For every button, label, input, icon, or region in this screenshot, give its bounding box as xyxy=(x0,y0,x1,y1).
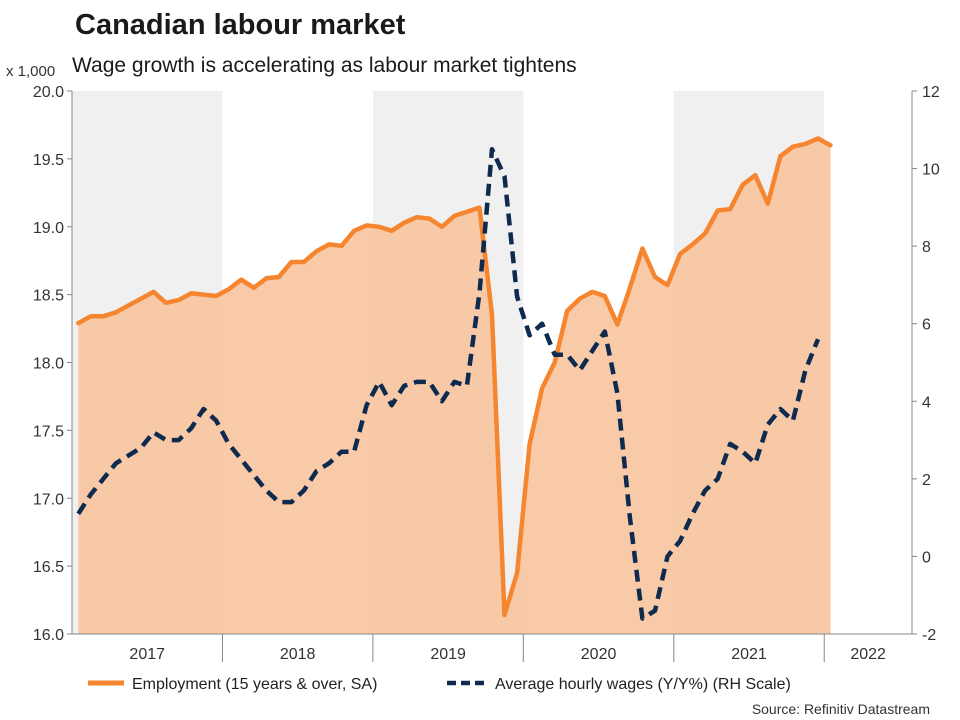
left-axis-unit: x 1,000 xyxy=(6,63,55,80)
left-tick-label: 16.0 xyxy=(33,627,64,644)
plot-group xyxy=(76,136,833,634)
x-year-label: 2020 xyxy=(581,646,617,663)
employment-area xyxy=(78,138,831,634)
x-year-label: 2017 xyxy=(129,646,165,663)
right-tick-label: 12 xyxy=(922,84,940,101)
legend-wages-label: Average hourly wages (Y/Y%) (RH Scale) xyxy=(495,676,791,693)
x-year-label: 2022 xyxy=(850,646,886,663)
left-tick-label: 17.0 xyxy=(33,491,64,508)
right-tick-label: 0 xyxy=(922,549,931,566)
x-year-label: 2021 xyxy=(731,646,767,663)
right-tick-label: 4 xyxy=(922,394,931,411)
x-year-label: 2018 xyxy=(280,646,316,663)
legend: Employment (15 years & over, SA) Average… xyxy=(88,676,791,693)
chart-subtitle: Wage growth is accelerating as labour ma… xyxy=(72,54,577,77)
x-year-label: 2019 xyxy=(430,646,466,663)
left-tick-label: 18.0 xyxy=(33,356,64,373)
left-tick-label: 20.0 xyxy=(33,84,64,101)
right-tick-label: -2 xyxy=(922,627,936,644)
chart-title: Canadian labour market xyxy=(75,9,406,41)
wages-line xyxy=(76,146,821,621)
axes-group: 16.0 16.5 17.0 17.5 18.0 18.5 19.0 19.5 20.0 -2 0 2… xyxy=(33,84,940,663)
right-tick-label: 8 xyxy=(922,239,931,256)
legend-employment-label: Employment (15 years & over, SA) xyxy=(132,676,377,693)
left-tick-label: 18.5 xyxy=(33,288,64,305)
source-note: Source: Refinitiv Datastream xyxy=(752,701,930,717)
right-tick-label: 10 xyxy=(922,162,940,179)
right-tick-label: 6 xyxy=(922,317,931,334)
left-tick-label: 16.5 xyxy=(33,559,64,576)
right-tick-label: 2 xyxy=(922,472,931,489)
left-tick-label: 17.5 xyxy=(33,423,64,440)
left-tick-label: 19.0 xyxy=(33,220,64,237)
employment-line xyxy=(76,136,833,618)
left-tick-label: 19.5 xyxy=(33,152,64,169)
